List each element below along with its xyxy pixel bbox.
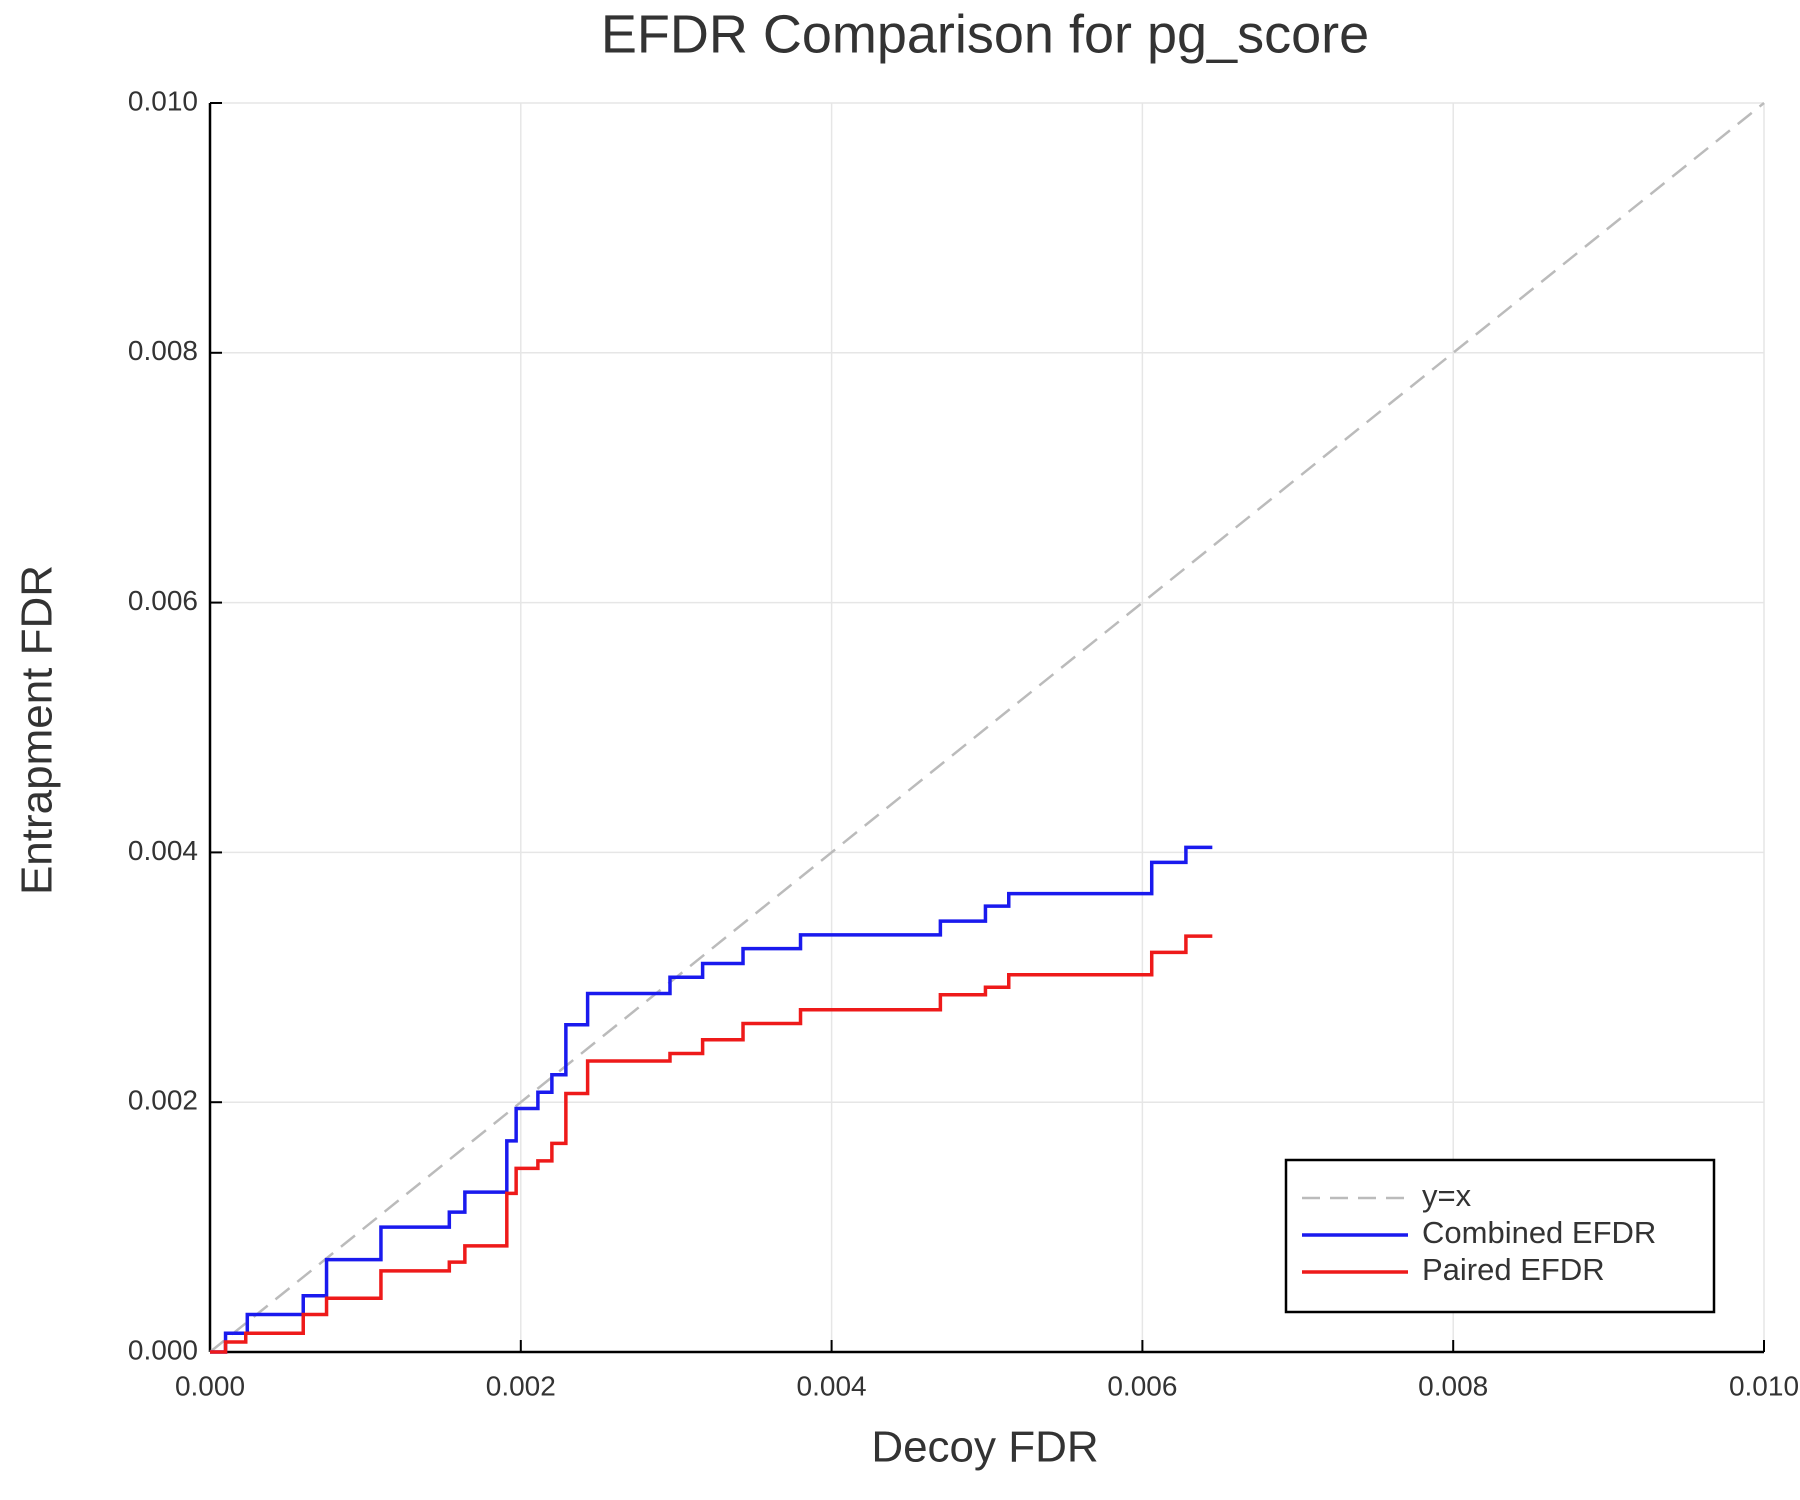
series-line (210, 934, 1213, 1354)
y-tick-label: 0.006 (128, 585, 198, 616)
y-axis-label: Entrapment FDR (13, 565, 62, 895)
y-tick-label: 0.010 (128, 85, 198, 116)
y-tick-label: 0.008 (128, 335, 198, 366)
y-tick-label: 0.004 (128, 835, 198, 866)
y-tick-label: 0.002 (128, 1085, 198, 1116)
chart-title: EFDR Comparison for pg_score (601, 4, 1369, 64)
y-tick-label: 0.000 (128, 1334, 198, 1365)
legend-label: Paired EFDR (1422, 1252, 1605, 1287)
x-tick-label: 0.000 (175, 1370, 245, 1401)
x-tick-label: 0.002 (486, 1370, 556, 1401)
x-tick-label: 0.008 (1418, 1370, 1488, 1401)
series-line (210, 845, 1213, 1354)
x-axis-label: Decoy FDR (871, 1423, 1098, 1472)
legend-label: y=x (1422, 1178, 1472, 1213)
x-tick-label: 0.004 (797, 1370, 867, 1401)
x-tick-label: 0.010 (1729, 1370, 1799, 1401)
series-line (209, 102, 1765, 1353)
x-tick-label: 0.006 (1107, 1370, 1177, 1401)
legend-label: Combined EFDR (1422, 1215, 1656, 1250)
